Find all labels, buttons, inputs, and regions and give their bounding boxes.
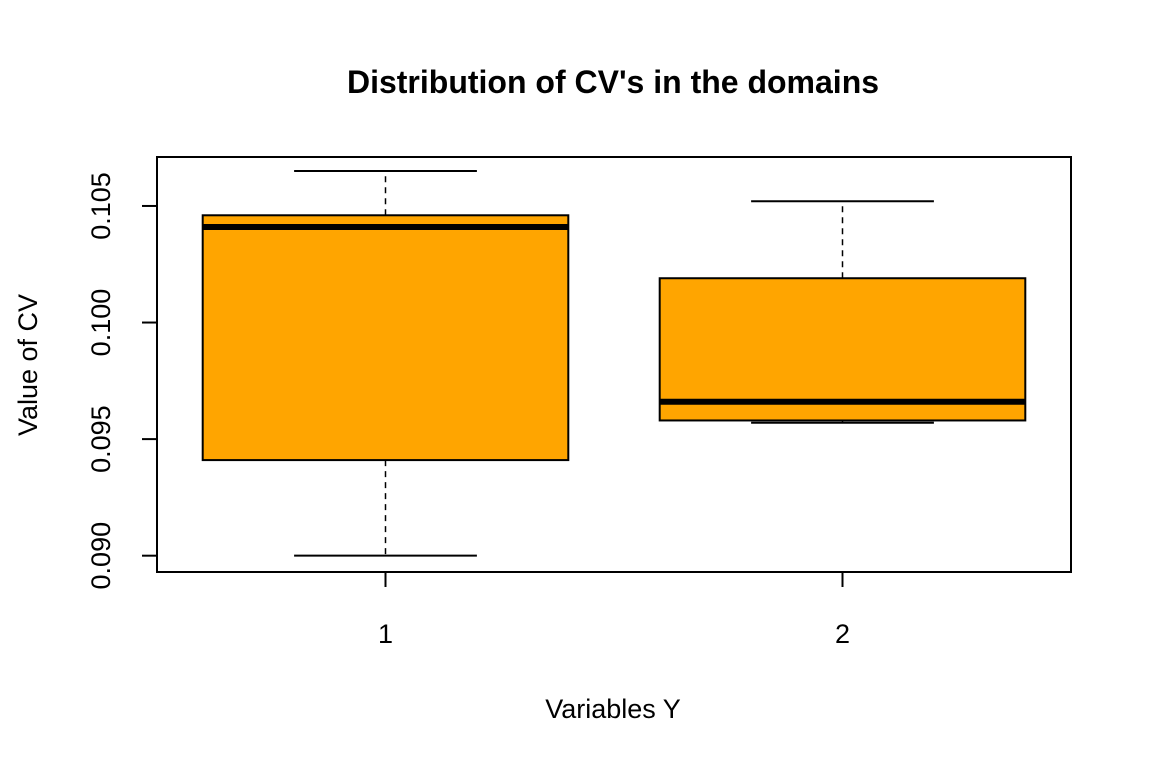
y-tick-label: 0.100 <box>86 289 116 357</box>
y-tick-label: 0.090 <box>86 522 116 590</box>
iqr-box <box>658 277 1027 422</box>
chart-title: Distribution of CV's in the domains <box>347 64 879 100</box>
x-tick-label: 2 <box>835 619 850 649</box>
y-tick-label: 0.105 <box>86 172 116 240</box>
boxes-group <box>201 169 1027 557</box>
x-axis-label: Variables Y <box>545 694 681 724</box>
y-tick-label: 0.095 <box>86 405 116 473</box>
x-tick-label: 1 <box>378 619 393 649</box>
box-2 <box>658 200 1027 424</box>
y-axis-label: Value of CV <box>13 294 43 436</box>
y-axis: 0.090 0.095 0.100 0.105 <box>86 172 158 590</box>
iqr-box <box>201 214 570 462</box>
box-1 <box>201 169 570 557</box>
